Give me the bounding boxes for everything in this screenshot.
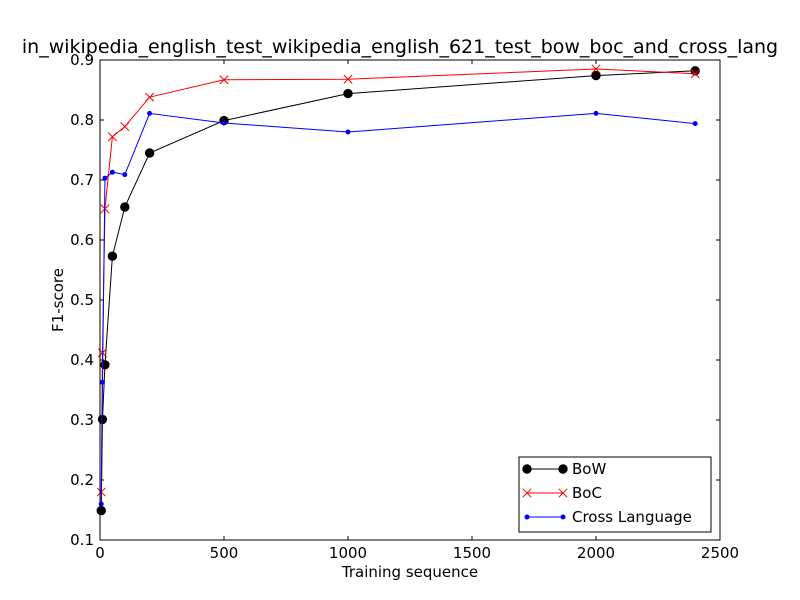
- data-point-bow: [144, 148, 155, 158]
- data-point-cross-language: [109, 169, 115, 175]
- data-point-cross-language: [345, 129, 351, 135]
- data-point-cross-language: [593, 110, 599, 116]
- legend-marker: [524, 514, 530, 520]
- legend: BoW BoC Cross Language: [518, 456, 712, 533]
- series-line-bow: [100, 70, 696, 511]
- data-point-cross-language: [102, 175, 108, 181]
- legend-label: BoW: [572, 460, 606, 478]
- x-tick-label: 0: [95, 544, 105, 562]
- data-point-boc: [145, 92, 155, 102]
- y-tick-label: 0.1: [70, 531, 94, 549]
- data-point-cross-language: [692, 121, 698, 127]
- data-point-bow: [343, 88, 353, 99]
- legend-label: BoC: [572, 484, 602, 502]
- legend-item-boc: BoC: [522, 484, 602, 502]
- data-point-bow: [690, 66, 700, 76]
- y-axis-label: F1-score: [49, 268, 67, 332]
- series-line-cross-language: [100, 112, 696, 505]
- data-point-bow: [96, 505, 106, 516]
- x-axis-label: Training sequence: [341, 563, 478, 581]
- x-tick-label: 2000: [577, 544, 615, 562]
- data-point-cross-language: [147, 110, 153, 116]
- legend-item-bow: BoW: [522, 460, 606, 478]
- legend-label: Cross Language: [572, 508, 692, 526]
- legend-marker: [560, 514, 566, 520]
- chart-title: in_wikipedia_english_test_wikipedia_engl…: [22, 36, 778, 58]
- x-tick-label: 1500: [453, 544, 491, 562]
- data-point-boc: [591, 64, 601, 74]
- data-point-cross-language: [99, 379, 105, 385]
- y-tick-label: 0.4: [70, 351, 94, 369]
- data-point-boc: [120, 122, 130, 132]
- data-point-boc: [343, 74, 353, 84]
- x-tick-label: 2500: [701, 544, 739, 562]
- legend-marker: [522, 464, 532, 474]
- y-tick-label: 0.6: [70, 231, 94, 249]
- x-tick-label: 500: [210, 544, 239, 562]
- data-point-boc: [107, 132, 117, 142]
- data-point-cross-language: [122, 172, 128, 178]
- data-point-bow: [107, 251, 118, 261]
- data-point-boc: [690, 69, 700, 79]
- plot-area: [96, 64, 700, 516]
- series-cross-language: [98, 110, 698, 507]
- data-point-bow: [591, 70, 601, 81]
- y-tick-label: 0.8: [70, 111, 94, 129]
- data-point-bow: [120, 202, 130, 212]
- legend-marker: [558, 488, 568, 498]
- legend-item-cross-language: Cross Language: [524, 508, 692, 526]
- y-tick-label: 0.9: [70, 51, 94, 69]
- y-tick-label: 0.3: [70, 411, 94, 429]
- data-point-cross-language: [221, 120, 227, 126]
- y-tick-label: 0.7: [70, 171, 94, 189]
- y-tick-label: 0.5: [70, 291, 94, 309]
- legend-marker: [522, 488, 532, 498]
- legend-marker: [558, 464, 568, 474]
- data-point-boc: [219, 75, 229, 85]
- axis-ticks: 0 500 1000 1500 2000 2500 0.1 0.2 0.3 0.4 0.5 0.6 0.…: [70, 51, 739, 562]
- x-tick-label: 1000: [329, 544, 367, 562]
- y-tick-label: 0.2: [70, 471, 94, 489]
